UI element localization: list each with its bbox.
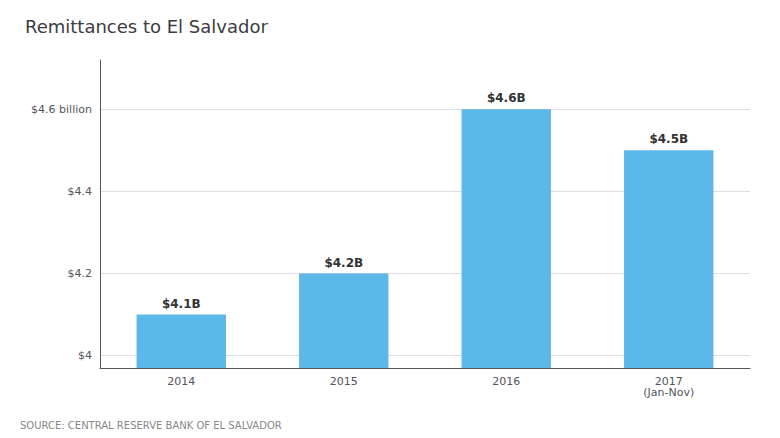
svg-text:SOURCE: CENTRAL RESERVE BANK O: SOURCE: CENTRAL RESERVE BANK OF EL SALVA… <box>20 420 282 431</box>
svg-text:(Jan-Nov): (Jan-Nov) <box>643 386 694 399</box>
svg-text:$4: $4 <box>78 349 92 362</box>
svg-text:2016: 2016 <box>492 375 520 388</box>
svg-text:$4.1B: $4.1B <box>162 297 201 311</box>
svg-text:$4.6 billion: $4.6 billion <box>31 103 92 116</box>
svg-text:$4.5B: $4.5B <box>649 132 688 146</box>
svg-text:2017: 2017 <box>654 375 683 388</box>
svg-text:$4.4: $4.4 <box>68 185 93 198</box>
svg-text:Remittances to El Salvador: Remittances to El Salvador <box>25 16 268 37</box>
svg-text:$4.2: $4.2 <box>68 267 93 280</box>
svg-text:$4.6B: $4.6B <box>487 91 526 105</box>
svg-text:$4.2B: $4.2B <box>324 256 363 270</box>
svg-text:2014: 2014 <box>167 375 195 388</box>
svg-text:2015: 2015 <box>330 375 358 388</box>
